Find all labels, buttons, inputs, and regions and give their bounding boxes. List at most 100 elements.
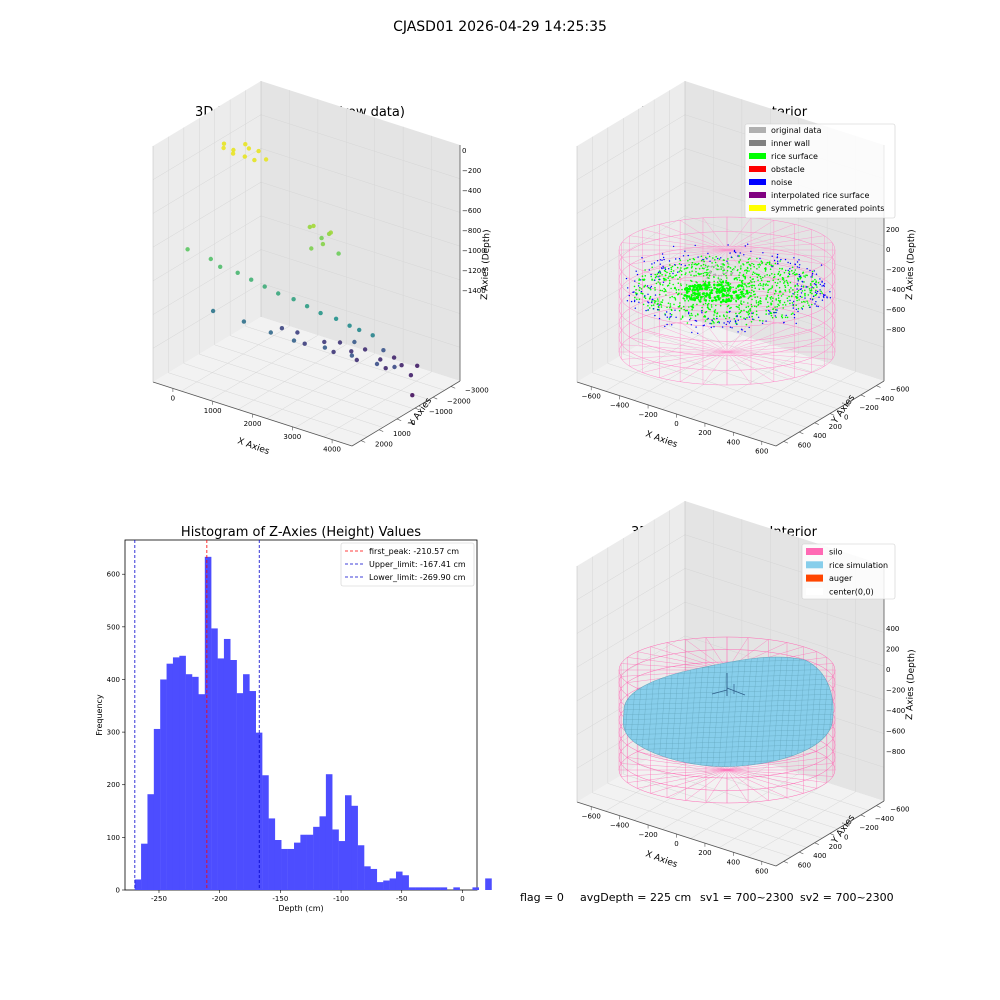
rice-surface-point [714, 261, 717, 264]
silo-top-spoke [726, 217, 752, 251]
data-point [309, 246, 314, 251]
z-tick-label: −400 [462, 187, 481, 195]
noise-point [662, 256, 665, 259]
auger-arm [711, 689, 728, 695]
noise-point [674, 264, 676, 266]
rice-surface-point [668, 275, 670, 278]
rice-surface-point [777, 297, 780, 299]
noise-point [640, 279, 642, 281]
histogram-bar [179, 655, 186, 890]
noise-point [737, 255, 739, 257]
floor-gridline [238, 344, 347, 410]
noise-point [821, 299, 824, 301]
rice-surface-point [640, 292, 642, 294]
rice-surface-point [747, 283, 749, 285]
rice-surface-point [708, 255, 711, 258]
noise-point [744, 318, 747, 320]
rice-surface-point [680, 283, 682, 285]
rice-surface-point [702, 275, 705, 277]
noise-point [641, 257, 643, 259]
noise-point [812, 295, 815, 298]
rice-surface-point [778, 271, 780, 273]
rice-surface-point [804, 276, 807, 278]
legend-label: Upper_limit: -167.41 cm [369, 560, 466, 569]
legend-swatch [749, 179, 766, 185]
noise-point [814, 303, 816, 305]
rice-surface-point [783, 281, 786, 283]
rice-surface-point [739, 259, 742, 261]
rice-surface-point [727, 298, 731, 301]
rice-surface-point [740, 309, 743, 312]
rice-surface-point [774, 262, 777, 265]
noise-point [638, 301, 640, 303]
rice-surface-point [726, 315, 728, 317]
noise-point [710, 326, 712, 329]
noise-point [668, 268, 670, 270]
axis-tick [783, 441, 789, 444]
wall-gridline [576, 249, 686, 315]
data-point [249, 277, 254, 282]
axis-tick [799, 431, 804, 435]
noise-point [819, 289, 821, 291]
tick-label: 2000 [244, 420, 262, 428]
histogram-ticks: -250 -200 -150 -100 -50 0 0 100 200 300 400 500 600 [107, 571, 465, 903]
data-point [263, 157, 269, 162]
z-tick-label: −600 [886, 306, 905, 314]
rice-surface-point [696, 263, 699, 266]
rice-surface-point [693, 263, 696, 266]
rice-surface-point [696, 282, 698, 284]
noise-point [783, 321, 785, 324]
rice-surface-point [724, 300, 728, 304]
data-point [307, 224, 312, 230]
rice-surface-point [703, 297, 706, 299]
floor-gridline [747, 371, 856, 438]
rice-surface-point [749, 280, 752, 282]
tick-label: 200 [698, 849, 711, 857]
tick-label: −1000 [429, 408, 453, 416]
silo-top-spoke [642, 249, 728, 271]
rice-surface-point [712, 320, 714, 323]
rice-surface-point [726, 305, 729, 308]
noise-point [626, 300, 629, 302]
rice-surface-point [730, 306, 732, 309]
rice-surface-point [759, 282, 761, 285]
rice-surface-point [670, 309, 673, 312]
rice-surface-point [707, 281, 711, 285]
noise-point [707, 317, 709, 320]
histogram-ylabel: Frequency [95, 694, 104, 736]
noise-point [694, 319, 696, 322]
noise-point [687, 254, 689, 257]
rice-surface-point [678, 270, 680, 273]
rice-surface-point [665, 294, 667, 296]
noise-point [796, 261, 799, 263]
rice-surface-point [784, 286, 787, 289]
rice-surface-point [742, 292, 745, 295]
rice-surface-point [745, 284, 747, 287]
rice-surface-point [802, 300, 805, 303]
original-data-point [717, 274, 720, 277]
rice-surface-point [806, 274, 808, 277]
silo-floor-spoke [726, 769, 769, 801]
rice-surface-point [789, 302, 791, 305]
rice-surface-point [797, 284, 799, 287]
rice-surface-point [810, 288, 813, 290]
rice-surface-point [722, 270, 724, 272]
rice-surface-point [716, 315, 718, 318]
noise-point [729, 252, 731, 254]
noise-point [793, 317, 796, 319]
noise-point [810, 276, 812, 278]
histogram-bar [395, 871, 403, 890]
panel2-xlabel: X Axies [644, 429, 679, 450]
rice-surface-point [693, 291, 696, 295]
data-point [208, 256, 213, 262]
wall-gridline [152, 114, 262, 180]
rice-surface-point [768, 280, 770, 283]
rice-surface-point [747, 311, 749, 314]
noise-point [829, 291, 831, 293]
rice-simulation-surface [622, 656, 834, 767]
rice-surface-point [726, 289, 730, 292]
data-point [415, 363, 420, 368]
histogram-bar [408, 887, 416, 890]
rice-surface-point [696, 303, 698, 306]
